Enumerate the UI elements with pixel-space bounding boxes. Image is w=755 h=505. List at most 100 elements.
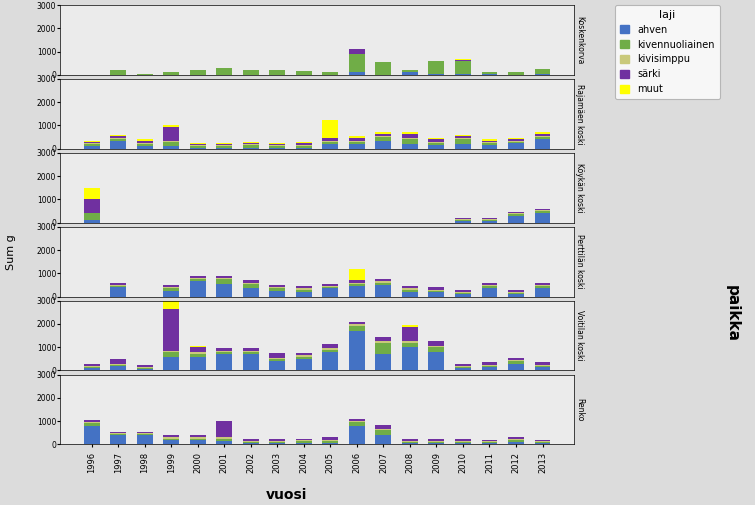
Bar <box>482 442 498 443</box>
Bar <box>137 368 153 369</box>
Bar <box>137 143 153 144</box>
Bar <box>375 279 391 281</box>
Bar <box>402 342 418 347</box>
Bar <box>163 287 179 288</box>
Bar <box>482 143 498 145</box>
Bar <box>217 145 233 146</box>
Bar <box>217 147 233 148</box>
Bar <box>322 140 338 142</box>
Bar <box>270 145 285 146</box>
Legend: ahven, kivennuoliainen, kivisimppu, särki, muut: ahven, kivennuoliainen, kivisimppu, särk… <box>615 5 720 99</box>
Bar <box>535 136 550 137</box>
Bar <box>322 120 338 138</box>
Bar <box>217 146 233 147</box>
Bar <box>322 287 338 288</box>
Bar <box>455 442 471 443</box>
Text: Sum g: Sum g <box>6 235 17 270</box>
Bar <box>322 437 338 440</box>
Bar <box>296 356 312 357</box>
Bar <box>217 279 233 284</box>
Bar <box>296 440 312 441</box>
Bar <box>296 147 312 148</box>
Bar <box>535 440 550 441</box>
Bar <box>508 289 524 292</box>
Bar <box>190 357 205 371</box>
Bar <box>508 358 524 360</box>
Bar <box>296 441 312 443</box>
Bar <box>110 287 126 296</box>
Bar <box>270 442 285 443</box>
Bar <box>455 139 471 144</box>
Bar <box>429 139 445 142</box>
Text: vuosi: vuosi <box>267 488 307 502</box>
Bar <box>455 367 471 368</box>
Bar <box>482 142 498 143</box>
Text: Renko: Renko <box>575 398 584 421</box>
Bar <box>508 361 524 364</box>
Text: paikka: paikka <box>725 285 740 341</box>
Bar <box>535 139 550 148</box>
Bar <box>137 139 153 140</box>
Bar <box>349 54 365 72</box>
Bar <box>322 349 338 352</box>
Bar <box>349 138 365 140</box>
Bar <box>455 289 471 292</box>
Bar <box>110 432 126 433</box>
Bar <box>429 438 445 441</box>
Bar <box>535 209 550 210</box>
Bar <box>349 284 365 286</box>
Bar <box>482 366 498 367</box>
Bar <box>243 70 259 75</box>
Bar <box>110 434 126 435</box>
Bar <box>535 74 550 75</box>
Bar <box>243 354 259 371</box>
Bar <box>375 285 391 296</box>
Bar <box>455 219 471 220</box>
Bar <box>375 342 391 354</box>
Bar <box>190 281 205 296</box>
Bar <box>429 292 445 296</box>
Bar <box>270 144 285 145</box>
Bar <box>375 337 391 341</box>
Bar <box>296 71 312 75</box>
Bar <box>375 62 391 75</box>
Bar <box>322 440 338 441</box>
Bar <box>84 367 100 368</box>
Text: Koskenkorva: Koskenkorva <box>575 16 584 64</box>
Bar <box>84 146 100 148</box>
Bar <box>535 288 550 296</box>
Bar <box>455 60 471 61</box>
Bar <box>508 294 524 296</box>
Bar <box>535 286 550 288</box>
Bar <box>429 347 445 352</box>
Bar <box>84 213 100 220</box>
Bar <box>296 438 312 440</box>
Bar <box>535 367 550 371</box>
Bar <box>137 433 153 434</box>
Bar <box>455 292 471 293</box>
Bar <box>137 434 153 435</box>
Bar <box>296 357 312 359</box>
Bar <box>163 350 179 352</box>
Bar <box>508 215 524 216</box>
Bar <box>508 293 524 294</box>
Bar <box>482 219 498 220</box>
Bar <box>402 347 418 371</box>
Bar <box>375 136 391 137</box>
Bar <box>190 146 205 147</box>
Bar <box>402 144 418 148</box>
Bar <box>217 348 233 350</box>
Bar <box>402 72 418 75</box>
Bar <box>270 441 285 442</box>
Bar <box>84 366 100 367</box>
Bar <box>243 350 259 352</box>
Bar <box>482 283 498 285</box>
Bar <box>455 294 471 296</box>
Bar <box>508 138 524 139</box>
Bar <box>163 125 179 127</box>
Bar <box>190 279 205 281</box>
Bar <box>217 350 233 352</box>
Bar <box>508 212 524 213</box>
Bar <box>217 278 233 279</box>
Bar <box>402 292 418 296</box>
